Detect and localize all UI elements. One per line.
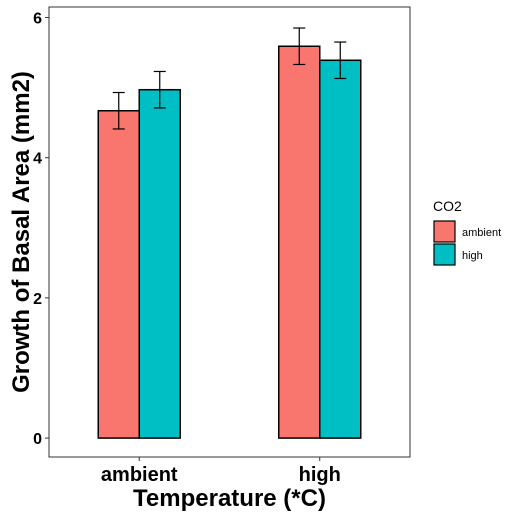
y-tick-label: 0 — [33, 431, 42, 448]
bar-ambient-ambient — [98, 111, 139, 438]
y-axis-title: Growth of Basal Area (mm2) — [8, 71, 35, 393]
x-tick-label: high — [299, 464, 341, 486]
legend-key-high — [434, 244, 455, 265]
bar-high-high — [320, 60, 361, 438]
legend-key-ambient — [434, 221, 455, 242]
bar-high-ambient — [279, 46, 320, 438]
y-tick-label: 6 — [33, 11, 42, 28]
legend-label-high: high — [462, 250, 483, 262]
x-tick-label: ambient — [101, 464, 178, 486]
legend-title: CO2 — [433, 198, 462, 214]
x-axis: ambient high — [101, 457, 341, 486]
x-axis-title: Temperature (*C) — [133, 485, 326, 512]
legend: CO2 ambient high — [433, 198, 501, 265]
legend-label-ambient: ambient — [462, 227, 501, 239]
bar-ambient-high — [139, 90, 180, 438]
